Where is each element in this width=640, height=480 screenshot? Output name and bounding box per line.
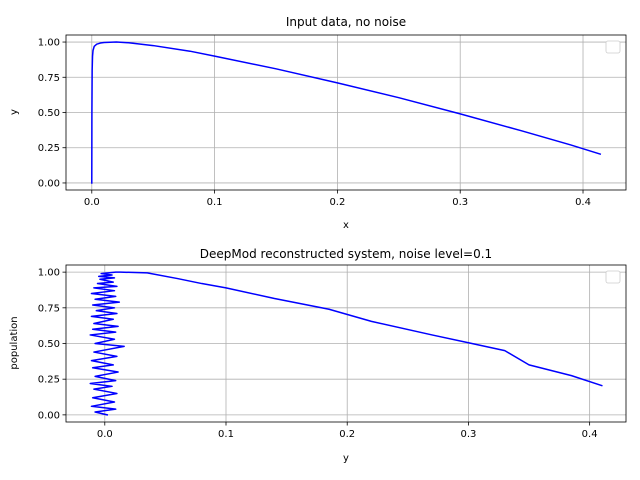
series-layer: [91, 41, 602, 184]
chart-title: Input data, no noise: [286, 15, 406, 29]
y-tick-label: 0.75: [38, 73, 60, 84]
y-axis-label: population: [9, 316, 20, 369]
chart-title: DeepMod reconstructed system, noise leve…: [200, 247, 492, 261]
y-tick-label: 0.50: [38, 108, 60, 119]
x-tick-label: 0.3: [460, 429, 476, 440]
x-tick-label: 0.1: [207, 197, 223, 208]
y-tick-label: 1.00: [38, 268, 60, 279]
x-tick-label: 0.2: [329, 197, 345, 208]
x-tick-label: 0.4: [582, 429, 598, 440]
chart-deepmod-reconstruction: DeepMod reconstructed system, noise leve…: [9, 247, 627, 464]
series-layer: [89, 271, 603, 416]
legend-box: [605, 40, 621, 54]
y-tick-label: 0.00: [38, 410, 60, 421]
x-axis-label: x: [343, 220, 349, 231]
y-tick-label: 0.25: [38, 375, 60, 386]
y-axis-label: y: [9, 109, 20, 115]
chart-input-data: Input data, no noise 0.0 0.1 0.2 0.3 0.4 0.00…: [9, 15, 627, 231]
x-axis-label: y: [343, 453, 349, 464]
y-tick-label: 0.75: [38, 303, 60, 314]
x-tick-label: 0.0: [84, 197, 100, 208]
x-tick-label: 0.2: [339, 429, 355, 440]
series-line-0: [91, 41, 602, 184]
y-tick-label: 1.00: [38, 38, 60, 49]
grid-lines: [66, 35, 626, 190]
y-tick-label: 0.50: [38, 339, 60, 350]
series-line-0: [89, 271, 603, 416]
ticks-layer: 0.0 0.1 0.2 0.3 0.4 0.00 0.25 0.50 0.75 1.00: [38, 268, 598, 440]
x-tick-label: 0.0: [97, 429, 113, 440]
legend-box: [605, 270, 621, 284]
x-tick-label: 0.3: [452, 197, 468, 208]
y-tick-label: 0.25: [38, 143, 60, 154]
grid-lines: [66, 265, 626, 422]
x-tick-label: 0.4: [575, 197, 591, 208]
ticks-layer: 0.0 0.1 0.2 0.3 0.4 0.00 0.25 0.50 0.75 1.00: [38, 38, 591, 208]
x-tick-label: 0.1: [218, 429, 234, 440]
y-tick-label: 0.00: [38, 178, 60, 189]
